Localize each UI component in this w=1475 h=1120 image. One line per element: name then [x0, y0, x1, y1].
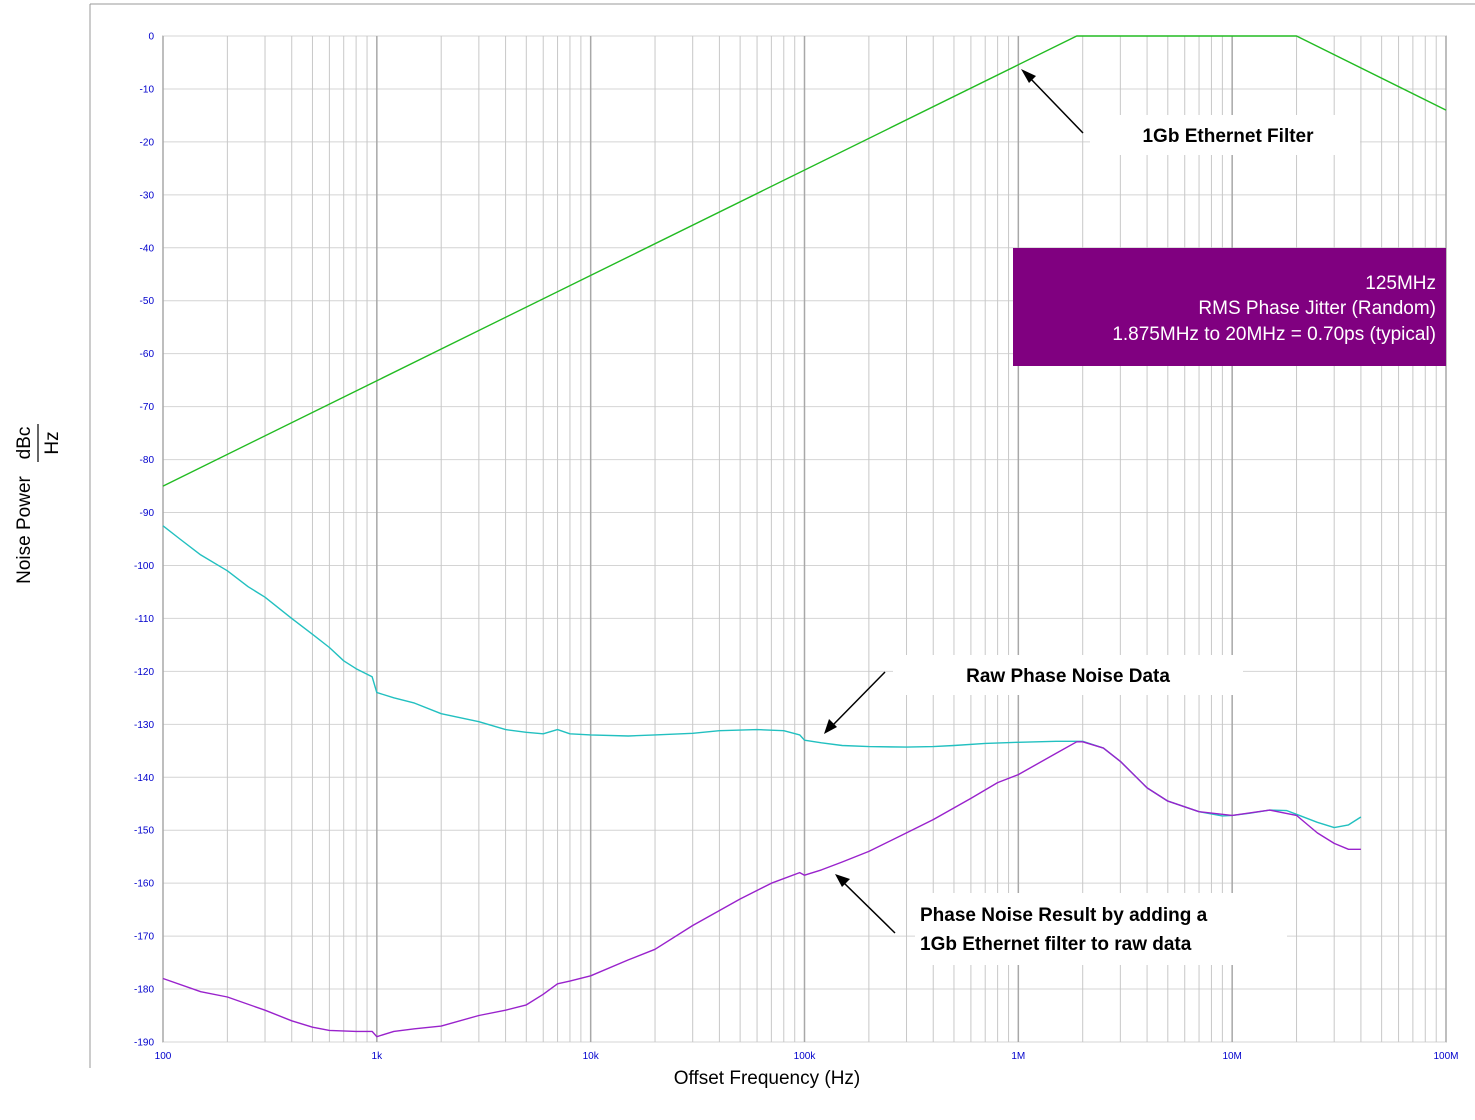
annotation-result-bg	[915, 893, 1287, 965]
y-tick-label: -20	[140, 137, 155, 148]
annotation-filter: 1Gb Ethernet Filter	[1021, 69, 1360, 155]
x-tick-label: 1M	[1011, 1051, 1025, 1062]
y-tick-label: -50	[140, 296, 155, 307]
y-axis-unit-denominator: Hz	[42, 431, 63, 454]
y-tick-label: -180	[134, 985, 154, 996]
annotation-raw-arrowhead	[824, 719, 837, 734]
y-tick-label: -80	[140, 455, 155, 466]
annotation-result-label-1: Phase Noise Result by adding a	[920, 905, 1208, 926]
annotation-filter-arrowhead	[1021, 69, 1036, 83]
x-tick-label: 100	[155, 1051, 172, 1062]
annotation-filter-label: 1Gb Ethernet Filter	[1142, 126, 1314, 147]
info-box-background	[1013, 248, 1446, 366]
info-jitter-value: 1.875MHz to 20MHz = 0.70ps (typical)	[1112, 324, 1436, 345]
y-tick-label: -160	[134, 879, 154, 890]
info-box: 125MHz RMS Phase Jitter (Random) 1.875MH…	[1013, 248, 1446, 366]
series-line-1	[162, 35, 1447, 487]
y-tick-label: -90	[140, 508, 155, 519]
info-frequency: 125MHz	[1365, 273, 1436, 294]
y-tick-label: -100	[134, 561, 154, 572]
y-axis-title: Noise Power dBc Hz	[14, 424, 63, 584]
y-tick-label: -150	[134, 826, 154, 837]
grid	[162, 35, 1447, 1043]
annotation-raw-arrow	[831, 671, 886, 727]
x-tick-label: 10M	[1222, 1051, 1241, 1062]
y-tick-label: -190	[134, 1038, 154, 1049]
annotation-result: Phase Noise Result by adding a 1Gb Ether…	[835, 874, 1287, 965]
y-axis-title-text: Noise Power	[14, 475, 35, 583]
y-tick-label: -140	[134, 773, 154, 784]
annotation-filter-bg	[1090, 115, 1360, 155]
x-axis-title: Offset Frequency (Hz)	[674, 1068, 861, 1089]
x-tick-label: 100M	[1433, 1051, 1458, 1062]
y-tick-label: -170	[134, 932, 154, 943]
y-tick-labels: 0 -10 -20 -30 -40 -50 -60 -70 -80 -90 -100 -110 -120…	[134, 32, 154, 1049]
x-tick-label: 100k	[794, 1051, 817, 1062]
annotation-result-label-2: 1Gb Ethernet filter to raw data	[920, 934, 1192, 955]
x-tick-labels: 100 1k 10k 100k 1M 10M 100M	[155, 1051, 1459, 1062]
annotation-filter-arrow	[1028, 76, 1084, 134]
y-tick-label: -30	[140, 190, 155, 201]
y-tick-label: -60	[140, 349, 155, 360]
annotation-result-arrow	[842, 881, 896, 934]
y-tick-label: -70	[140, 402, 155, 413]
annotation-raw: Raw Phase Noise Data	[824, 655, 1243, 734]
y-tick-label: 0	[148, 32, 154, 43]
annotation-result-arrowhead	[835, 874, 850, 887]
y-tick-label: -10	[140, 84, 155, 95]
info-jitter-title: RMS Phase Jitter (Random)	[1198, 298, 1436, 319]
annotation-raw-bg	[893, 655, 1243, 695]
series-line-3	[162, 741, 1361, 1038]
annotation-raw-label: Raw Phase Noise Data	[966, 666, 1170, 687]
y-tick-label: -40	[140, 243, 155, 254]
x-tick-label: 1k	[372, 1051, 384, 1062]
series-lines	[162, 35, 1447, 1038]
y-tick-label: -110	[135, 614, 155, 625]
series-line-2	[162, 525, 1362, 829]
y-axis-unit-numerator: dBc	[14, 427, 35, 460]
y-tick-label: -120	[134, 667, 154, 678]
x-tick-label: 10k	[583, 1051, 600, 1062]
y-tick-label: -130	[134, 720, 154, 731]
